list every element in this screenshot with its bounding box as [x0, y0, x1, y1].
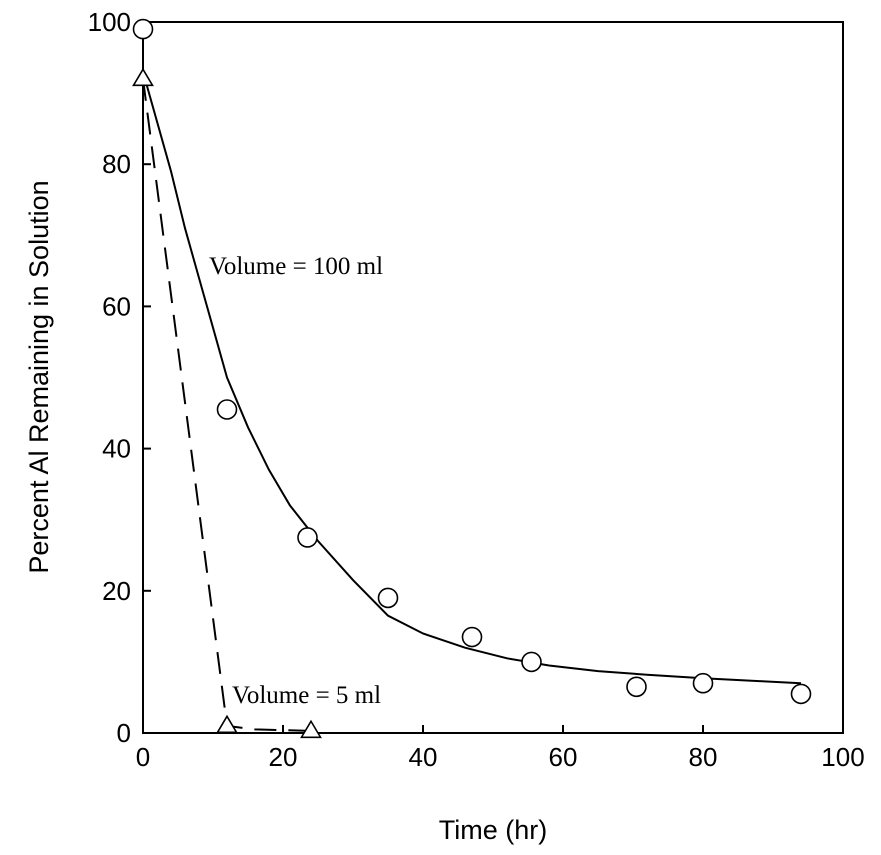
series-1-point — [132, 67, 154, 87]
x-tick-label: 20 — [269, 742, 298, 772]
series-0-point — [297, 527, 318, 548]
y-tick-label: 60 — [102, 291, 131, 321]
x-tick-label: 0 — [136, 742, 150, 772]
plot-border — [142, 21, 844, 734]
x-tick-label: 80 — [689, 742, 718, 772]
data-markers — [132, 18, 812, 739]
series-0-point — [132, 18, 154, 40]
series-0-point — [790, 683, 812, 705]
series-0-point — [461, 626, 483, 648]
x-tick-label: 100 — [821, 742, 864, 772]
x-axis-title: Time (hr) — [439, 815, 548, 845]
y-tick-label: 100 — [88, 7, 131, 37]
y-tick-label: 80 — [102, 149, 131, 179]
series-0-point — [521, 651, 542, 673]
series-0-point — [692, 672, 714, 694]
x-tick-label: 60 — [549, 742, 578, 772]
series-1-point — [300, 719, 322, 739]
series-0-curve — [142, 71, 802, 685]
x-axis-ticks: 0 20 40 60 80 100 — [136, 725, 865, 772]
y-axis-ticks: 0 20 40 60 80 100 — [88, 7, 151, 748]
series-1-point — [216, 714, 238, 734]
series-0-point — [626, 676, 647, 698]
x-tick-label: 40 — [409, 742, 438, 772]
series-0-point — [216, 399, 238, 420]
fit-curves — [142, 71, 802, 732]
y-tick-label: 0 — [117, 718, 131, 748]
y-tick-label: 40 — [102, 434, 131, 464]
series-0-point — [377, 587, 399, 609]
plot-frame — [142, 21, 844, 734]
series-1-curve — [142, 78, 312, 732]
annotation-volume-100: Volume = 100 ml — [209, 253, 383, 280]
annotation-volume-5: Volume = 5 ml — [232, 682, 381, 709]
y-axis-title: Percent Al Remaining in Solution — [24, 180, 54, 573]
y-tick-label: 20 — [102, 576, 131, 606]
